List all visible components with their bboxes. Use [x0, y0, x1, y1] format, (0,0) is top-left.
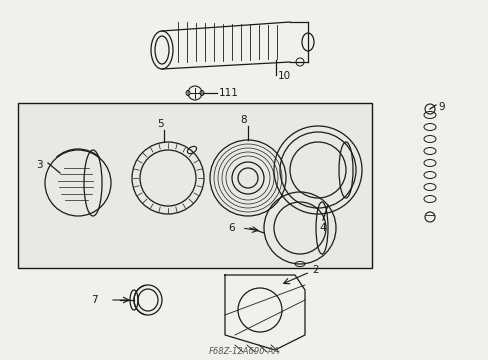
- Text: 7: 7: [91, 295, 98, 305]
- Text: 9: 9: [437, 102, 444, 112]
- Text: 5: 5: [156, 119, 163, 129]
- Text: 111: 111: [219, 88, 238, 98]
- Text: 10: 10: [278, 71, 290, 81]
- Text: 6: 6: [227, 223, 234, 233]
- Text: F68Z-12A690-AA: F68Z-12A690-AA: [208, 347, 279, 356]
- Bar: [18, 103, 371, 268]
- Text: 2: 2: [311, 265, 318, 275]
- Text: 3: 3: [36, 160, 42, 170]
- Text: 4: 4: [319, 223, 325, 233]
- Text: 8: 8: [240, 115, 247, 125]
